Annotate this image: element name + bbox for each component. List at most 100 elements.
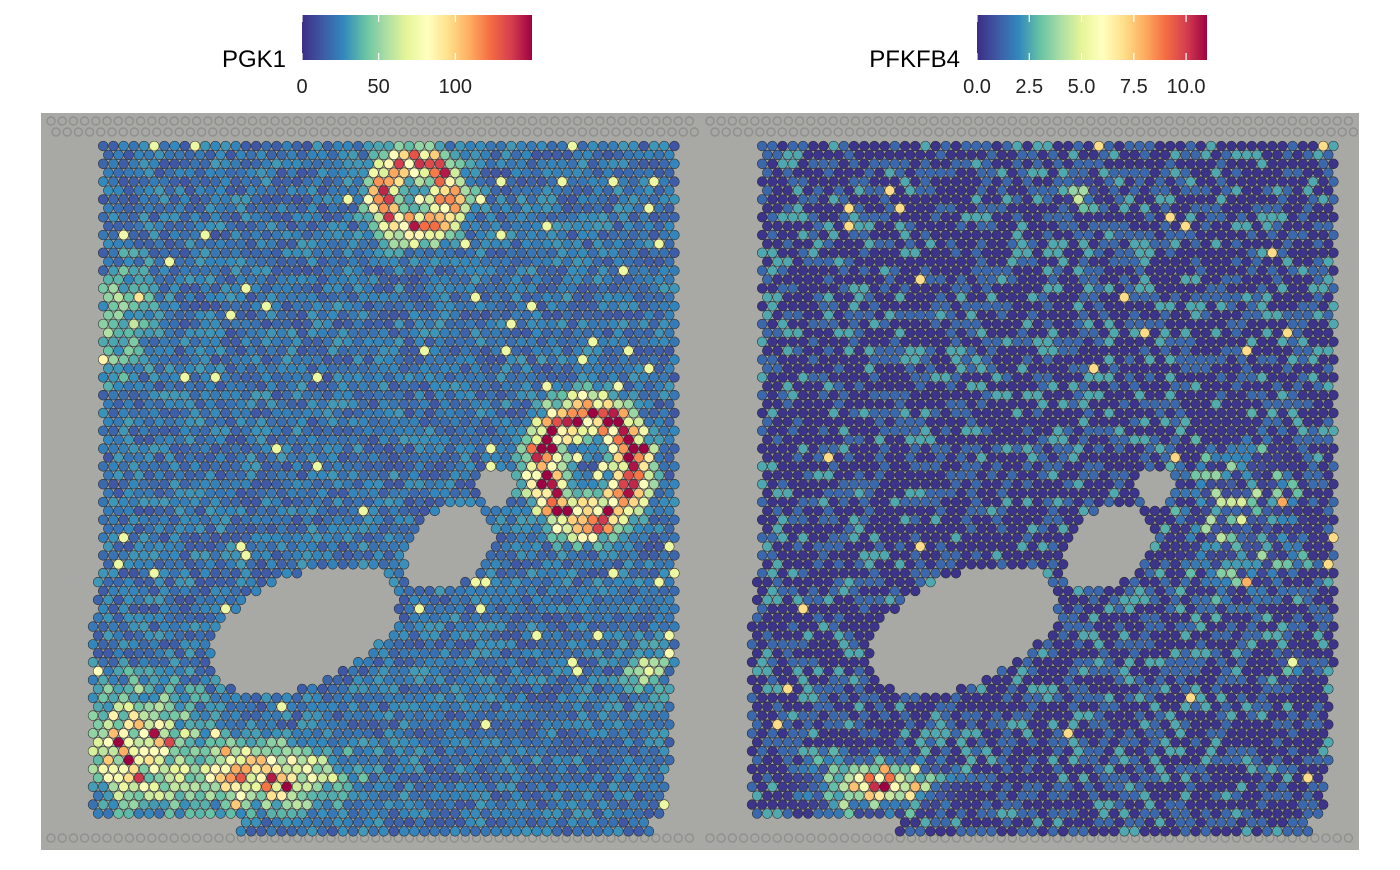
expression-spot	[307, 186, 317, 196]
expression-spot	[211, 622, 221, 632]
expression-spot	[573, 186, 583, 196]
expression-spot	[608, 551, 618, 561]
expression-spot	[262, 230, 272, 240]
expression-spot	[109, 764, 119, 774]
expression-spot	[455, 818, 465, 828]
expression-spot	[634, 203, 644, 213]
expression-spot	[583, 470, 593, 480]
expression-spot	[486, 355, 496, 365]
expression-spot	[144, 666, 154, 676]
expression-spot	[231, 462, 241, 472]
expression-spot	[506, 533, 516, 543]
expression-spot	[369, 435, 379, 445]
expression-spot	[144, 310, 154, 320]
expression-spot	[639, 337, 649, 347]
expression-spot	[639, 711, 649, 721]
expression-spot	[629, 479, 639, 489]
expression-spot	[333, 818, 343, 828]
expression-spot	[542, 203, 552, 213]
expression-spot	[180, 533, 190, 543]
expression-spot	[654, 666, 664, 676]
expression-spot	[471, 826, 481, 836]
expression-spot	[972, 212, 982, 222]
expression-spot	[267, 524, 277, 534]
expression-spot	[864, 186, 874, 196]
expression-spot	[144, 559, 154, 569]
expression-spot	[588, 212, 598, 222]
expression-spot	[634, 435, 644, 445]
expression-spot	[491, 631, 501, 641]
expression-spot	[659, 159, 669, 169]
expression-spot	[384, 159, 394, 169]
expression-spot	[343, 818, 353, 828]
expression-spot	[659, 301, 669, 311]
expression-spot	[267, 470, 277, 480]
expression-spot	[552, 168, 562, 178]
expression-spot	[517, 390, 527, 400]
expression-spot	[297, 364, 307, 374]
expression-spot	[149, 177, 159, 187]
expression-spot	[262, 248, 272, 258]
expression-spot	[211, 195, 221, 205]
expression-spot	[211, 693, 221, 703]
expression-spot	[900, 195, 910, 205]
expression-spot	[506, 355, 516, 365]
expression-spot	[160, 390, 170, 400]
expression-spot	[890, 195, 900, 205]
expression-spot	[144, 239, 154, 249]
expression-spot	[583, 809, 593, 819]
expression-spot	[170, 444, 180, 454]
expression-spot	[144, 292, 154, 302]
expression-spot	[313, 159, 323, 169]
expression-spot	[134, 150, 144, 160]
expression-spot	[476, 444, 486, 454]
expression-spot	[409, 257, 419, 267]
expression-spot	[987, 203, 997, 213]
expression-spot	[527, 479, 537, 489]
expression-spot	[659, 408, 669, 418]
expression-spot	[103, 168, 113, 178]
expression-spot	[634, 186, 644, 196]
expression-spot	[1145, 141, 1155, 151]
expression-spot	[476, 390, 486, 400]
expression-spot	[333, 800, 343, 810]
expression-spot	[557, 355, 567, 365]
expression-spot	[445, 426, 455, 436]
expression-spot	[353, 675, 363, 685]
expression-spot	[394, 266, 404, 276]
expression-spot	[251, 729, 261, 739]
expression-spot	[664, 168, 674, 178]
expression-spot	[323, 800, 333, 810]
expression-spot	[522, 435, 532, 445]
expression-spot	[537, 782, 547, 792]
expression-spot	[664, 577, 674, 587]
expression-spot	[353, 782, 363, 792]
expression-spot	[154, 684, 164, 694]
expression-spot	[788, 212, 798, 222]
expression-spot	[517, 444, 527, 454]
expression-spot	[644, 791, 654, 801]
expression-spot	[343, 551, 353, 561]
expression-spot	[277, 435, 287, 445]
expression-spot	[435, 355, 445, 365]
expression-spot	[471, 453, 481, 463]
expression-spot	[358, 381, 368, 391]
expression-spot	[506, 444, 516, 454]
expression-spot	[415, 212, 425, 222]
expression-spot	[1130, 186, 1140, 196]
expression-spot	[778, 159, 788, 169]
expression-spot	[364, 657, 374, 667]
expression-spot	[654, 577, 664, 587]
expression-spot	[527, 390, 537, 400]
expression-spot	[124, 186, 134, 196]
expression-spot	[664, 310, 674, 320]
expression-spot	[552, 648, 562, 658]
expression-spot	[588, 497, 598, 507]
expression-spot	[409, 809, 419, 819]
expression-spot	[119, 159, 129, 169]
expression-spot	[659, 515, 669, 525]
expression-spot	[134, 702, 144, 712]
expression-spot	[634, 346, 644, 356]
expression-spot	[353, 373, 363, 383]
expression-spot	[568, 230, 578, 240]
